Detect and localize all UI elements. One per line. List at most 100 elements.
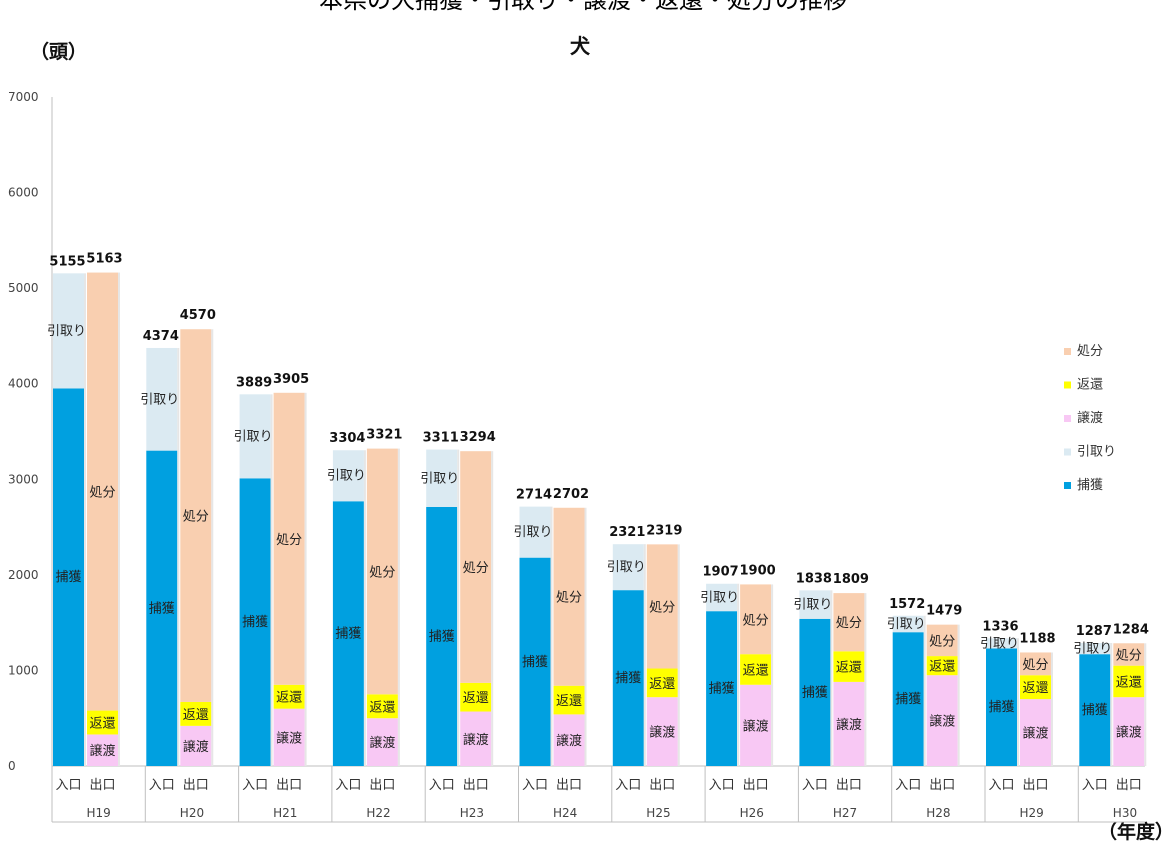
bar-outcome-transfer	[926, 675, 958, 766]
bar-outcome-transfer	[180, 725, 212, 766]
segment-label-disposal: 処分	[743, 613, 769, 628]
sub-label-intake: 入口	[522, 778, 548, 793]
segment-label-return: 返還	[556, 694, 582, 709]
bar-outcome-disposal	[87, 272, 118, 711]
legend-label: 譲渡	[1077, 410, 1103, 426]
legend-swatch	[1064, 381, 1071, 389]
total-label-intake: 1336	[982, 619, 1018, 634]
total-label-intake: 2321	[609, 525, 645, 540]
total-label-outcome: 1809	[833, 572, 869, 587]
category-label: H30	[1113, 806, 1137, 820]
total-label-outcome: 5163	[86, 252, 122, 267]
bar-intake-takeover	[53, 273, 84, 389]
total-label-intake: 4374	[143, 329, 179, 344]
bar-shadow	[864, 593, 867, 766]
bar-outcome-transfer	[87, 734, 118, 766]
bar-outcome-return	[740, 654, 772, 685]
category-label: H27	[833, 806, 857, 820]
segment-label-disposal: 処分	[1022, 658, 1048, 673]
segment-label-transfer: 譲渡	[836, 717, 862, 733]
bar-outcome-return	[366, 694, 398, 719]
bar-outcome-disposal	[926, 624, 958, 657]
bar-outcome-return	[926, 656, 958, 676]
bar-shadow	[270, 394, 273, 766]
y-tick-label: 7000	[8, 90, 39, 104]
bar-intake-takeover	[706, 583, 738, 612]
segment-label-return: 返還	[89, 717, 115, 732]
total-label-intake: 1287	[1076, 624, 1112, 639]
bar-shadow	[830, 590, 833, 766]
segment-label-capture: 捕獲	[522, 654, 548, 670]
bar-outcome-disposal	[740, 584, 772, 655]
segment-label-return: 返還	[929, 660, 955, 675]
segment-label-capture: 捕獲	[709, 681, 735, 697]
sub-label-outcome: 出口	[649, 778, 675, 793]
category-label: H26	[740, 806, 764, 820]
bar-intake-capture	[706, 611, 738, 766]
category-label: H24	[553, 806, 577, 820]
segment-label-capture: 捕獲	[149, 600, 175, 616]
bar-shadow	[677, 544, 680, 766]
y-tick-label: 6000	[8, 186, 39, 200]
bar-intake-capture	[1079, 654, 1111, 766]
bar-intake-takeover	[986, 638, 1017, 649]
sub-label-intake: 入口	[1082, 778, 1108, 793]
total-label-outcome: 1188	[1019, 631, 1055, 646]
bar-shadow	[771, 584, 774, 766]
segment-label-return: 返還	[183, 708, 209, 723]
segment-label-takeover: 引取り	[420, 471, 459, 486]
bar-outcome-disposal	[180, 329, 212, 702]
segment-label-disposal: 処分	[369, 565, 395, 580]
sub-label-intake: 入口	[242, 778, 268, 793]
segment-label-return: 返還	[836, 661, 862, 676]
bar-intake-takeover	[892, 615, 924, 633]
bar-outcome-disposal	[273, 392, 305, 685]
bar-intake-capture	[332, 501, 364, 766]
bar-shadow	[923, 615, 926, 766]
sub-label-outcome: 出口	[743, 778, 769, 793]
legend-label: 処分	[1077, 344, 1103, 359]
total-label-intake: 5155	[49, 254, 85, 269]
total-label-outcome: 2702	[553, 487, 589, 502]
bar-intake-takeover	[519, 506, 551, 558]
bar-intake-takeover	[239, 394, 271, 479]
legend-label: 返還	[1077, 378, 1103, 393]
segment-label-transfer: 譲渡	[556, 733, 582, 749]
bar-shadow	[177, 347, 180, 766]
total-label-intake: 1572	[889, 597, 925, 612]
total-label-intake: 3311	[423, 431, 459, 446]
segment-label-capture: 捕獲	[242, 614, 268, 630]
category-label: H19	[87, 806, 111, 820]
segment-label-takeover: 引取り	[1073, 642, 1112, 657]
segment-label-transfer: 譲渡	[463, 732, 489, 748]
segment-label-return: 返還	[369, 700, 395, 715]
total-label-outcome: 4570	[180, 308, 216, 323]
y-axis-unit: （頭）	[30, 40, 87, 63]
segment-label-disposal: 処分	[463, 561, 489, 576]
segment-label-transfer: 譲渡	[743, 718, 769, 734]
sub-label-outcome: 出口	[276, 778, 302, 793]
segment-label-disposal: 処分	[836, 616, 862, 631]
bar-outcome-transfer	[1113, 697, 1145, 766]
segment-label-takeover: 引取り	[607, 560, 646, 575]
bar-shadow	[118, 272, 120, 766]
total-label-outcome: 2319	[646, 523, 682, 538]
bar-shadow	[1051, 652, 1053, 766]
bar-intake-takeover	[1079, 642, 1111, 655]
sub-label-intake: 入口	[335, 778, 361, 793]
legend-swatch	[1064, 482, 1071, 489]
segment-label-return: 返還	[276, 691, 302, 706]
segment-label-disposal: 処分	[183, 510, 209, 525]
sub-label-outcome: 出口	[1022, 778, 1048, 793]
legend-label: 捕獲	[1077, 477, 1103, 493]
bar-outcome-disposal	[1113, 643, 1145, 666]
bar-intake-capture	[146, 450, 178, 766]
bar-outcome-transfer	[833, 681, 865, 766]
segment-label-disposal: 処分	[1116, 648, 1142, 663]
bar-intake-takeover	[332, 450, 364, 502]
bar-outcome-return	[833, 651, 865, 682]
bar-intake-takeover	[799, 590, 831, 619]
category-label: H22	[366, 806, 390, 820]
bar-shadow	[491, 451, 494, 766]
segment-label-transfer: 譲渡	[1116, 725, 1142, 741]
